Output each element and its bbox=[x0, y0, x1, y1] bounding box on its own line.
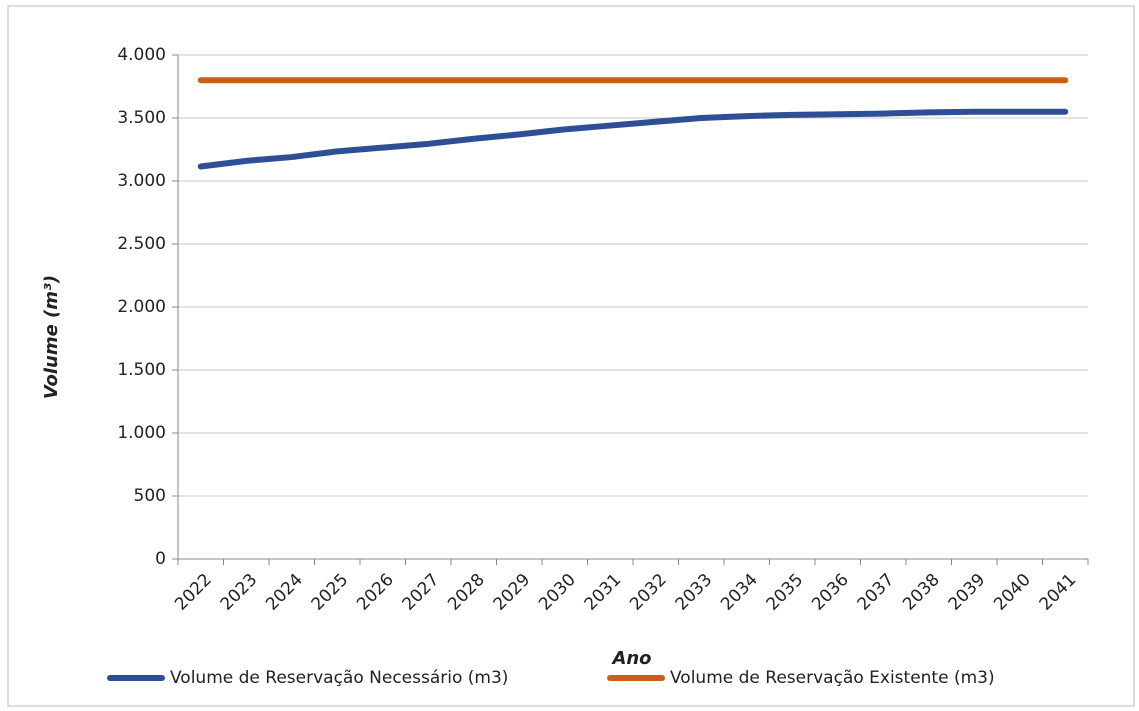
chart-frame bbox=[7, 5, 1135, 707]
x-tick-label: 2041 bbox=[1036, 570, 1081, 615]
x-tick-label: 2027 bbox=[399, 570, 444, 615]
y-tick-label: 3.000 bbox=[117, 171, 166, 191]
x-tick-label: 2039 bbox=[945, 570, 990, 615]
x-tick-label: 2026 bbox=[353, 570, 398, 615]
x-tick-label: 2035 bbox=[763, 570, 808, 615]
y-tick-label: 0 bbox=[155, 549, 166, 569]
x-tick-label: 2036 bbox=[808, 570, 853, 615]
legend-label: Volume de Reservação Existente (m3) bbox=[670, 668, 995, 688]
x-tick-label: 2022 bbox=[171, 570, 216, 615]
y-tick-label: 1.000 bbox=[117, 423, 166, 443]
y-tick-label: 2.500 bbox=[117, 234, 166, 254]
legend-label: Volume de Reservação Necessário (m3) bbox=[170, 668, 508, 688]
y-tick-label: 2.000 bbox=[117, 297, 166, 317]
x-axis-label: Ano bbox=[610, 648, 651, 669]
x-tick-label: 2031 bbox=[581, 570, 626, 615]
x-tick-label: 2024 bbox=[262, 570, 307, 615]
x-tick-label: 2032 bbox=[626, 570, 671, 615]
x-tick-label: 2038 bbox=[899, 570, 944, 615]
y-tick-label: 500 bbox=[134, 486, 166, 506]
y-axis-label: Volume (m³) bbox=[41, 275, 62, 399]
x-tick-label: 2034 bbox=[717, 570, 762, 615]
x-tick-label: 2023 bbox=[217, 570, 262, 615]
x-tick-label: 2028 bbox=[444, 570, 489, 615]
x-tick-label: 2037 bbox=[854, 570, 899, 615]
x-tick-label: 2030 bbox=[535, 570, 580, 615]
y-tick-label: 4.000 bbox=[117, 45, 166, 65]
x-tick-label: 2033 bbox=[672, 570, 717, 615]
x-tick-label: 2040 bbox=[990, 570, 1035, 615]
x-tick-label: 2025 bbox=[308, 570, 353, 615]
y-tick-label: 1.500 bbox=[117, 360, 166, 380]
x-tick-label: 2029 bbox=[490, 570, 535, 615]
series-line bbox=[197, 108, 1069, 170]
y-tick-label: 3.500 bbox=[117, 108, 166, 128]
